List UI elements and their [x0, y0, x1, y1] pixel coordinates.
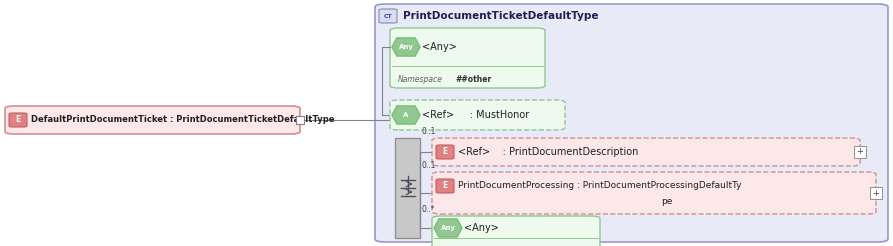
Text: E: E [442, 182, 447, 190]
FancyBboxPatch shape [436, 145, 454, 159]
Polygon shape [434, 219, 462, 237]
FancyBboxPatch shape [436, 179, 454, 193]
Bar [296, 116, 304, 124]
Text: +: + [856, 148, 864, 156]
FancyBboxPatch shape [5, 106, 300, 134]
FancyBboxPatch shape [432, 138, 860, 166]
Text: E: E [442, 148, 447, 156]
Text: E: E [15, 116, 21, 124]
Text: Namespace: Namespace [398, 76, 443, 84]
Polygon shape [392, 106, 420, 124]
Text: DefaultPrintDocumentTicket : PrintDocumentTicketDefaultType: DefaultPrintDocumentTicket : PrintDocume… [31, 116, 335, 124]
FancyBboxPatch shape [390, 28, 545, 88]
Text: CT: CT [384, 14, 392, 18]
Polygon shape [392, 38, 420, 56]
Text: <Ref>    : PrintDocumentDescription: <Ref> : PrintDocumentDescription [458, 147, 638, 157]
Text: PrintDocumentProcessing : PrintDocumentProcessingDefaultTy: PrintDocumentProcessing : PrintDocumentP… [458, 182, 741, 190]
Text: PrintDocumentTicketDefaultType: PrintDocumentTicketDefaultType [403, 11, 598, 21]
Text: 0..*: 0..* [422, 205, 436, 214]
FancyBboxPatch shape [390, 100, 565, 130]
Text: 0..1: 0..1 [422, 161, 437, 170]
Text: Any: Any [398, 44, 413, 50]
FancyBboxPatch shape [375, 4, 888, 242]
Bar [870, 187, 882, 199]
Text: +: + [872, 188, 880, 198]
Text: <Any>: <Any> [464, 223, 499, 233]
FancyBboxPatch shape [379, 9, 397, 23]
Text: pe: pe [662, 197, 672, 205]
FancyBboxPatch shape [432, 216, 600, 246]
Bar [395, 138, 420, 238]
FancyBboxPatch shape [9, 113, 27, 127]
Text: ##other: ##other [455, 76, 491, 84]
Text: 0..1: 0..1 [422, 127, 437, 136]
Text: <Ref>     : MustHonor: <Ref> : MustHonor [422, 110, 530, 120]
Bar [854, 146, 866, 158]
Text: A: A [404, 112, 409, 118]
Text: Any: Any [440, 225, 455, 231]
Text: <Any>: <Any> [422, 42, 457, 52]
FancyBboxPatch shape [432, 172, 876, 214]
